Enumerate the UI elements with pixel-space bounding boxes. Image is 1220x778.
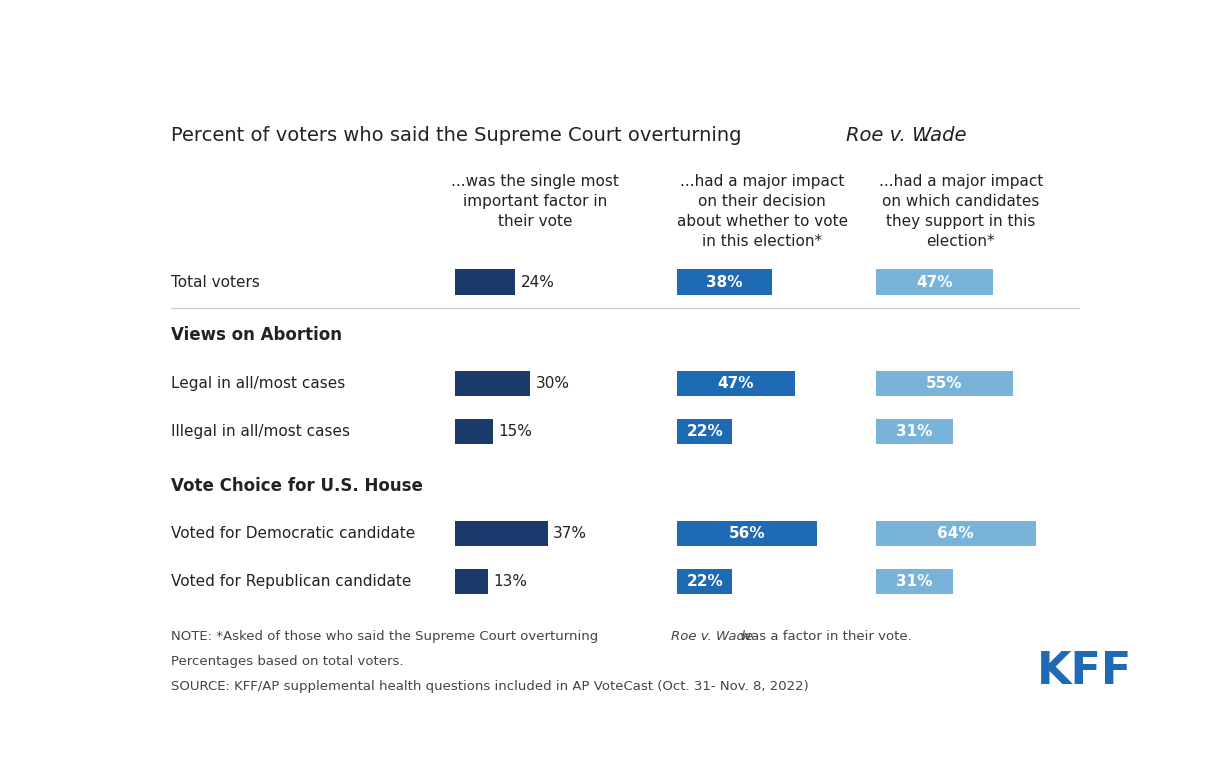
Text: 55%: 55% <box>926 377 963 391</box>
Text: Roe v. Wade: Roe v. Wade <box>671 629 753 643</box>
Text: 13%: 13% <box>493 574 527 589</box>
Text: 30%: 30% <box>536 377 570 391</box>
Bar <box>455 521 548 546</box>
Text: Roe v. Wade: Roe v. Wade <box>847 126 967 145</box>
Text: Voted for Republican candidate: Voted for Republican candidate <box>171 574 412 589</box>
Bar <box>455 419 493 444</box>
Text: NOTE: *Asked of those who said the Supreme Court overturning: NOTE: *Asked of those who said the Supre… <box>171 629 603 643</box>
Text: 37%: 37% <box>553 526 587 541</box>
Text: 22%: 22% <box>687 424 723 440</box>
Text: ...was the single most
important factor in
their vote: ...was the single most important factor … <box>451 174 620 229</box>
Bar <box>677 521 817 546</box>
Bar <box>876 371 1014 397</box>
Text: ...had a major impact
on their decision
about whether to vote
in this election*: ...had a major impact on their decision … <box>677 174 848 249</box>
Bar <box>455 371 529 397</box>
Text: 22%: 22% <box>687 574 723 589</box>
Text: 47%: 47% <box>916 275 953 289</box>
Text: 31%: 31% <box>897 574 933 589</box>
Text: ...had a major impact
on which candidates
they support in this
election*: ...had a major impact on which candidate… <box>878 174 1043 249</box>
Text: Legal in all/most cases: Legal in all/most cases <box>171 377 345 391</box>
Text: 47%: 47% <box>717 377 754 391</box>
Bar <box>677 569 732 594</box>
Text: 31%: 31% <box>897 424 933 440</box>
Text: 56%: 56% <box>728 526 765 541</box>
Bar <box>677 419 732 444</box>
Text: 38%: 38% <box>706 275 743 289</box>
Text: 15%: 15% <box>498 424 532 440</box>
Text: was a factor in their vote.: was a factor in their vote. <box>736 629 911 643</box>
Bar <box>876 269 993 295</box>
Bar <box>455 269 515 295</box>
Text: Views on Abortion: Views on Abortion <box>171 326 343 344</box>
Text: Illegal in all/most cases: Illegal in all/most cases <box>171 424 350 440</box>
Text: Percentages based on total voters.: Percentages based on total voters. <box>171 654 404 668</box>
Text: 24%: 24% <box>521 275 555 289</box>
Bar <box>876 521 1036 546</box>
Text: 64%: 64% <box>937 526 974 541</box>
Bar <box>677 269 772 295</box>
Bar <box>876 419 953 444</box>
Bar <box>455 569 488 594</box>
Bar <box>876 569 953 594</box>
Text: Total voters: Total voters <box>171 275 260 289</box>
Text: Percent of voters who said the Supreme Court overturning: Percent of voters who said the Supreme C… <box>171 126 748 145</box>
Text: SOURCE: KFF/AP supplemental health questions included in AP VoteCast (Oct. 31- N: SOURCE: KFF/AP supplemental health quest… <box>171 680 809 693</box>
Text: KFF: KFF <box>1037 650 1132 693</box>
Bar <box>677 371 794 397</box>
Text: Vote Choice for U.S. House: Vote Choice for U.S. House <box>171 477 423 495</box>
Text: ...: ... <box>919 126 937 145</box>
Text: Voted for Democratic candidate: Voted for Democratic candidate <box>171 526 416 541</box>
